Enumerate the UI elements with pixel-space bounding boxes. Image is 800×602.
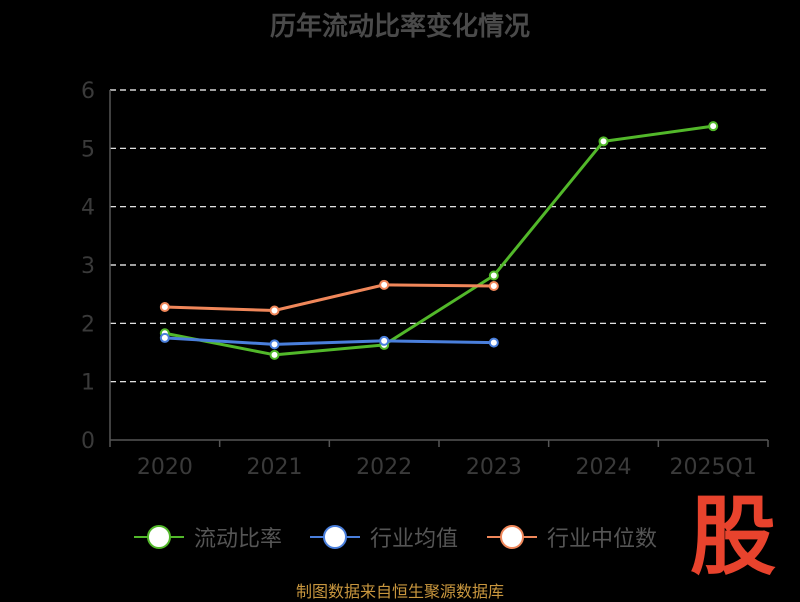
data-point	[269, 349, 280, 360]
data-point	[269, 305, 280, 316]
data-point	[379, 335, 390, 346]
source-note: 制图数据来自恒生聚源数据库	[295, 582, 504, 601]
grid-lines	[110, 89, 768, 383]
x-tick-label: 2022	[356, 455, 412, 480]
y-tick-label: 6	[81, 79, 95, 104]
data-point	[708, 121, 719, 132]
legend-marker-industry-mean	[310, 525, 360, 549]
x-tick-label: 2023	[466, 455, 522, 480]
series-line	[164, 336, 494, 346]
legend-label-industry-median: 行业中位数	[547, 527, 658, 552]
data-point	[379, 279, 390, 290]
data-point	[488, 281, 499, 291]
legend-item-current-ratio[interactable]: 流动比率	[134, 520, 282, 554]
legend-label-current-ratio: 流动比率	[194, 527, 283, 552]
legend-label-industry-mean: 行业均值	[370, 527, 459, 552]
series-line	[164, 283, 494, 312]
data-point	[488, 270, 499, 281]
legend-item-industry-mean[interactable]: 行业均值	[310, 520, 458, 554]
y-tick-label: 5	[81, 137, 95, 162]
y-tick-label: 4	[81, 196, 95, 221]
y-tick-label: 3	[81, 254, 95, 279]
data-point	[598, 136, 609, 147]
data-point	[159, 332, 170, 343]
x-tick-label: 2024	[576, 455, 632, 480]
chart-title: 历年流动比率变化情况	[269, 12, 530, 42]
legend-marker-industry-median	[487, 525, 537, 549]
data-point	[269, 339, 280, 350]
legend-marker-current-ratio	[134, 525, 184, 549]
x-tick-label: 2020	[137, 455, 193, 480]
watermark-logo: 股	[690, 487, 776, 587]
y-tick-label: 1	[81, 371, 95, 396]
series-line	[164, 124, 714, 357]
series-lines	[159, 121, 719, 360]
y-tick-label: 0	[81, 429, 95, 454]
axes: 0 1 2 3 4 5 6 2020 2021 2022 2023 2024 2025Q1	[81, 79, 769, 480]
x-tick-label: 2021	[247, 455, 303, 480]
legend-item-industry-median[interactable]: 行业中位数	[487, 520, 657, 554]
x-tick-label: 2025Q1	[670, 455, 757, 480]
data-point	[488, 337, 499, 348]
y-tick-label: 2	[81, 312, 95, 337]
data-point	[159, 302, 170, 312]
